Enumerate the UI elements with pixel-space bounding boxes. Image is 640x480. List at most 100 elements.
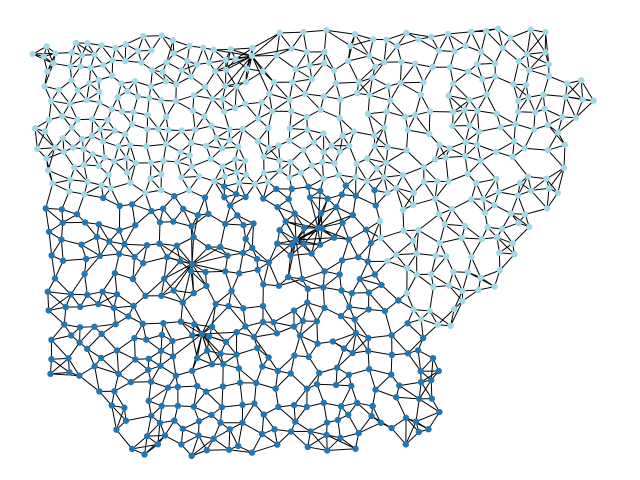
graph-node-dark (112, 320, 119, 328)
graph-edge (461, 237, 482, 240)
graph-node-light (164, 126, 172, 134)
graph-edge (348, 145, 358, 165)
graph-node-light (59, 112, 66, 120)
graph-edge (208, 213, 226, 225)
graph-node-dark (128, 445, 136, 453)
graph-node-dark (388, 351, 396, 359)
graph-node-light (88, 132, 96, 140)
graph-node-dark (111, 388, 118, 395)
graph-node-dark (313, 381, 321, 388)
graph-edge (180, 302, 184, 322)
graph-edge (54, 260, 64, 279)
graph-node-light (172, 97, 180, 105)
graph-node-dark (288, 185, 295, 193)
graph-node-dark (329, 338, 337, 345)
graph-edge (208, 246, 228, 257)
graph-node-light (522, 81, 530, 89)
graph-node-light (80, 145, 87, 153)
graph-edge (68, 342, 80, 359)
graph-node-light (142, 189, 149, 197)
graph-node-dark (170, 287, 177, 294)
graph-node-dark (121, 241, 128, 248)
graph-node-dark (169, 337, 176, 345)
graph-edge (134, 210, 152, 226)
graph-edge (526, 31, 546, 55)
graph-edge (219, 223, 226, 248)
graph-edge (142, 322, 164, 325)
graph-edge (294, 213, 297, 241)
graph-edge (439, 224, 446, 244)
graph-node-light (373, 165, 381, 172)
graph-node-dark (417, 378, 425, 386)
graph-node-light (178, 174, 185, 181)
graph-edge (400, 82, 422, 96)
graph-node-light (515, 97, 522, 104)
graph-node-light (510, 81, 517, 88)
graph-node-dark (287, 252, 294, 259)
graph-edge (306, 372, 320, 390)
graph-node-light (149, 66, 156, 74)
graph-edge (273, 321, 295, 328)
graph-edge (201, 333, 227, 343)
graph-edge (276, 55, 297, 70)
graph-node-dark (108, 402, 115, 409)
graph-node-dark (260, 281, 267, 288)
graph-node-light (443, 253, 450, 260)
graph-edge (368, 334, 392, 339)
graph-edge (307, 434, 327, 448)
graph-edge (486, 94, 498, 114)
graph-edge (462, 289, 479, 302)
graph-node-light (226, 126, 233, 133)
graph-edge (173, 263, 193, 291)
graph-node-dark (270, 319, 277, 326)
graph-edge (451, 208, 466, 227)
graph-edge (368, 368, 376, 390)
graph-edge (303, 227, 319, 245)
graph-node-light (384, 143, 392, 151)
graph-node-light (561, 141, 569, 149)
graph-node-light (411, 60, 419, 68)
graph-edge (84, 184, 102, 195)
graph-node-light (209, 95, 216, 102)
graph-edge (201, 305, 229, 335)
graph-node-light (89, 115, 96, 123)
graph-node-dark (345, 236, 353, 243)
graph-node-dark (365, 289, 372, 296)
graph-edge (485, 30, 503, 49)
graph-node-dark (339, 219, 346, 227)
graph-edge (242, 422, 263, 435)
graph-node-dark (338, 257, 346, 264)
graph-node-dark (224, 252, 231, 259)
graph-node-light (413, 250, 420, 257)
graph-node-dark (387, 371, 395, 378)
graph-edge (94, 323, 116, 328)
graph-node-dark (59, 219, 66, 226)
graph-node-light (493, 175, 500, 183)
graph-node-dark (254, 266, 261, 273)
graph-node-light (86, 80, 93, 87)
graph-edge (118, 359, 136, 375)
graph-node-dark (142, 336, 150, 343)
graph-node-light (276, 157, 283, 164)
graph-node-light (74, 116, 81, 123)
graph-edge (496, 113, 516, 125)
graph-node-light (68, 49, 75, 56)
graph-node-dark (234, 442, 242, 450)
graph-node-dark (125, 313, 132, 320)
graph-node-light (492, 148, 500, 155)
graph-node-light (560, 164, 568, 172)
graph-node-light (450, 305, 458, 313)
graph-edge (236, 55, 253, 87)
graph-edge (131, 204, 136, 226)
graph-edge (369, 368, 392, 376)
graph-node-light (337, 96, 344, 103)
graph-node-light (436, 141, 443, 148)
graph-edge (230, 48, 253, 57)
graph-node-light (96, 88, 103, 96)
graph-node-light (507, 34, 514, 42)
graph-node-dark (296, 332, 304, 339)
graph-edge (339, 117, 355, 132)
graph-edge (166, 40, 174, 63)
graph-edge (375, 374, 392, 391)
graph-edge (557, 167, 565, 194)
